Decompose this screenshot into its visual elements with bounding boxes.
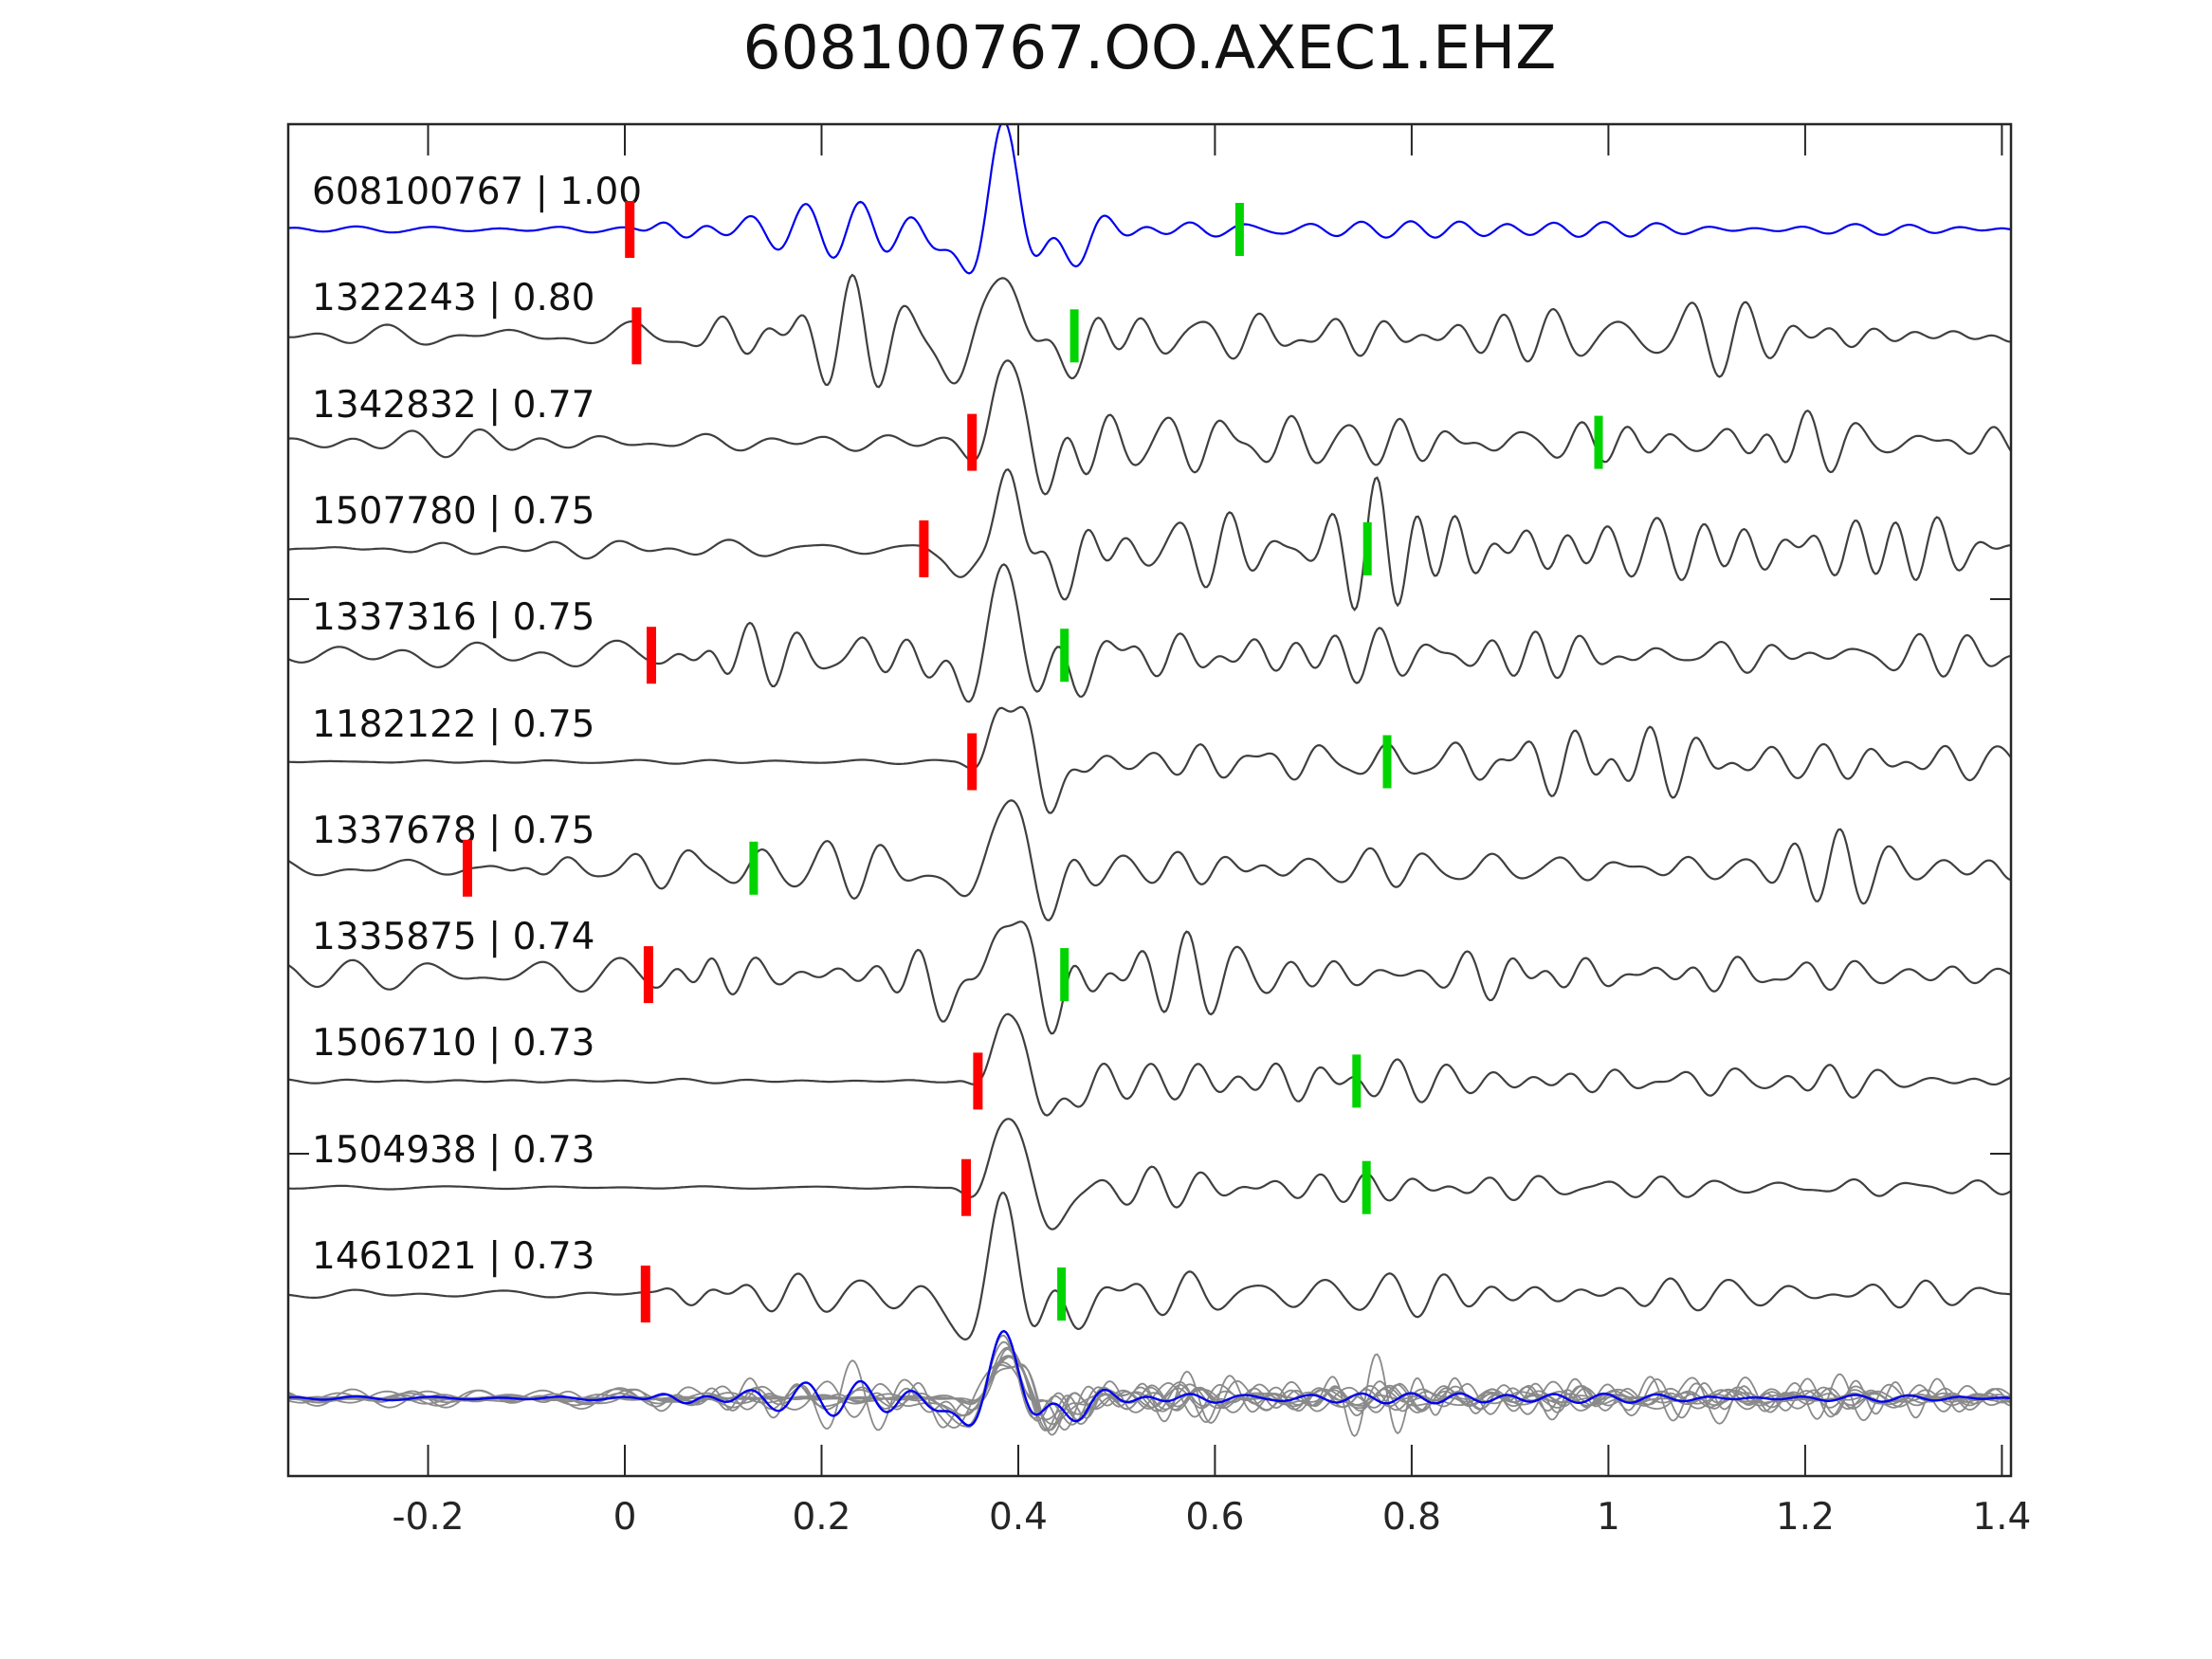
green-pick-marker: [749, 841, 759, 895]
waveform-trace: [288, 359, 2011, 496]
waveform-trace: [288, 921, 2011, 1035]
green-pick-marker: [1234, 203, 1244, 256]
x-tick-label: 1.2: [1775, 1496, 1835, 1539]
waveform-trace: [288, 563, 2011, 703]
overlay-master-trace: [288, 1329, 2011, 1427]
overlay-gray-trace: [288, 1355, 2011, 1426]
overlay-gray-trace: [288, 1356, 2011, 1421]
trace-label: 1461021 | 0.73: [312, 1235, 595, 1278]
overlay-gray-trace: [288, 1346, 2011, 1431]
trace-label: 1322243 | 0.80: [312, 277, 595, 320]
overlay-gray-trace: [288, 1348, 2011, 1438]
red-pick-marker: [631, 307, 642, 365]
red-pick-marker: [961, 1158, 971, 1216]
x-tick-label: -0.2: [392, 1496, 465, 1539]
waveform-trace: [288, 273, 2011, 389]
red-pick-marker: [973, 1052, 983, 1110]
overlay-gray-trace: [288, 1364, 2011, 1436]
trace-label: 1506710 | 0.73: [312, 1022, 595, 1066]
green-pick-marker: [1069, 309, 1079, 363]
trace-label: 608100767 | 1.00: [312, 171, 643, 213]
red-pick-marker: [967, 733, 978, 791]
green-pick-marker: [1382, 735, 1392, 789]
waveform-trace: [288, 1192, 2011, 1341]
trace-label: 1335875 | 0.74: [312, 916, 595, 959]
trace-label: 1337316 | 0.75: [312, 596, 595, 640]
trace-label: 1337678 | 0.75: [312, 809, 595, 852]
x-tick-label: 0.4: [988, 1496, 1048, 1539]
trace-label: 1507780 | 0.75: [312, 489, 595, 533]
red-pick-marker: [919, 520, 929, 577]
red-pick-marker: [625, 201, 635, 258]
red-pick-marker: [463, 839, 472, 897]
waveform-trace: [288, 1118, 2011, 1231]
red-pick-marker: [647, 627, 656, 684]
waveform-trace: [288, 124, 2011, 275]
x-tick-label: 0.2: [792, 1496, 851, 1539]
waveform-trace: [288, 1012, 2011, 1117]
red-pick-marker: [967, 413, 978, 471]
waveform-trace: [288, 467, 2011, 611]
x-tick-label: 0.8: [1381, 1496, 1441, 1539]
x-tick-label: 0: [612, 1496, 637, 1539]
trace-label: 1182122 | 0.75: [312, 702, 595, 746]
x-tick-label: 0.6: [1185, 1496, 1245, 1539]
red-pick-marker: [643, 946, 653, 1004]
green-pick-marker: [1362, 521, 1372, 575]
green-pick-marker: [1057, 1267, 1067, 1321]
red-pick-marker: [640, 1266, 650, 1322]
green-pick-marker: [1352, 1054, 1362, 1108]
figure-title: 608100767.OO.AXEC1.EHZ: [742, 13, 1557, 82]
trace-label: 1504938 | 0.73: [312, 1128, 595, 1172]
waveform-trace: [288, 799, 2011, 921]
waveform-trace: [288, 705, 2011, 814]
green-pick-marker: [1594, 415, 1603, 469]
axes-box: [286, 122, 2013, 1478]
trace-label: 1342832 | 0.77: [312, 383, 595, 427]
x-tick-label: 1: [1596, 1496, 1620, 1539]
green-pick-marker: [1362, 1160, 1371, 1214]
overlay-gray-trace: [288, 1334, 2011, 1428]
green-pick-marker: [1060, 948, 1069, 1002]
overlay-gray-trace: [288, 1355, 2011, 1431]
green-pick-marker: [1060, 629, 1069, 683]
x-tick-label: 1.4: [1972, 1496, 2032, 1539]
